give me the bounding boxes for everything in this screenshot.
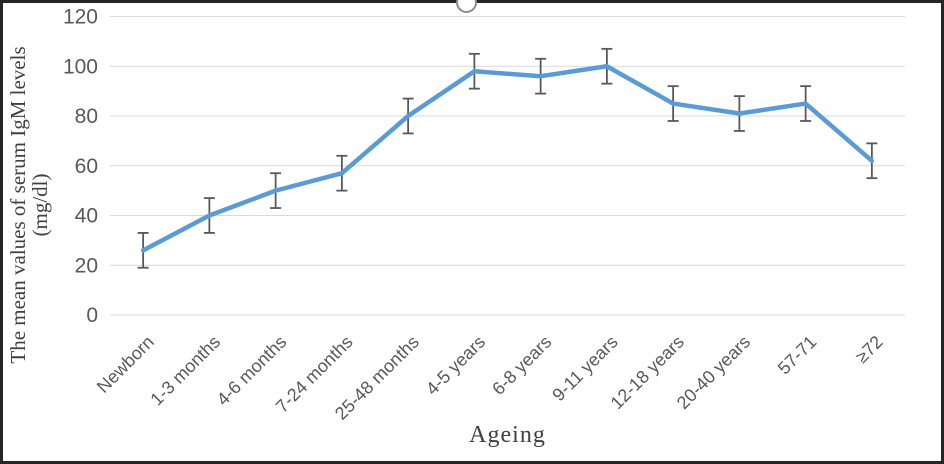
x-category-label: 6-8 years (488, 332, 555, 399)
y-tick-label: 0 (86, 304, 98, 327)
y-axis-tick-labels: 0 20 40 60 80 100 120 (63, 6, 98, 328)
gridlines (110, 16, 905, 316)
y-tick-label: 40 (75, 205, 98, 228)
y-tick-label: 120 (63, 6, 98, 29)
y-axis-title: The mean values of serum IgM levels (mg/… (6, 15, 53, 395)
x-category-label: Newborn (93, 332, 158, 397)
y-tick-label: 60 (75, 155, 98, 178)
y-tick-label: 20 (75, 254, 98, 277)
error-bars (137, 47, 878, 269)
shape-selection-handle-icon[interactable] (456, 0, 477, 13)
y-tick-label: 100 (63, 55, 98, 78)
x-axis-title: Ageing (469, 422, 546, 448)
y-tick-label: 80 (75, 105, 98, 128)
x-category-label: 4-5 years (422, 332, 489, 399)
x-category-label: 1-3 months (146, 332, 224, 410)
y-axis-title-line1: The mean values of serum IgM levels (6, 46, 30, 364)
x-category-label: ≥72 (851, 332, 886, 367)
series-line (140, 64, 875, 253)
y-axis-title-line2: (mg/dl) (28, 173, 52, 237)
x-category-label: 57-71 (774, 332, 821, 379)
